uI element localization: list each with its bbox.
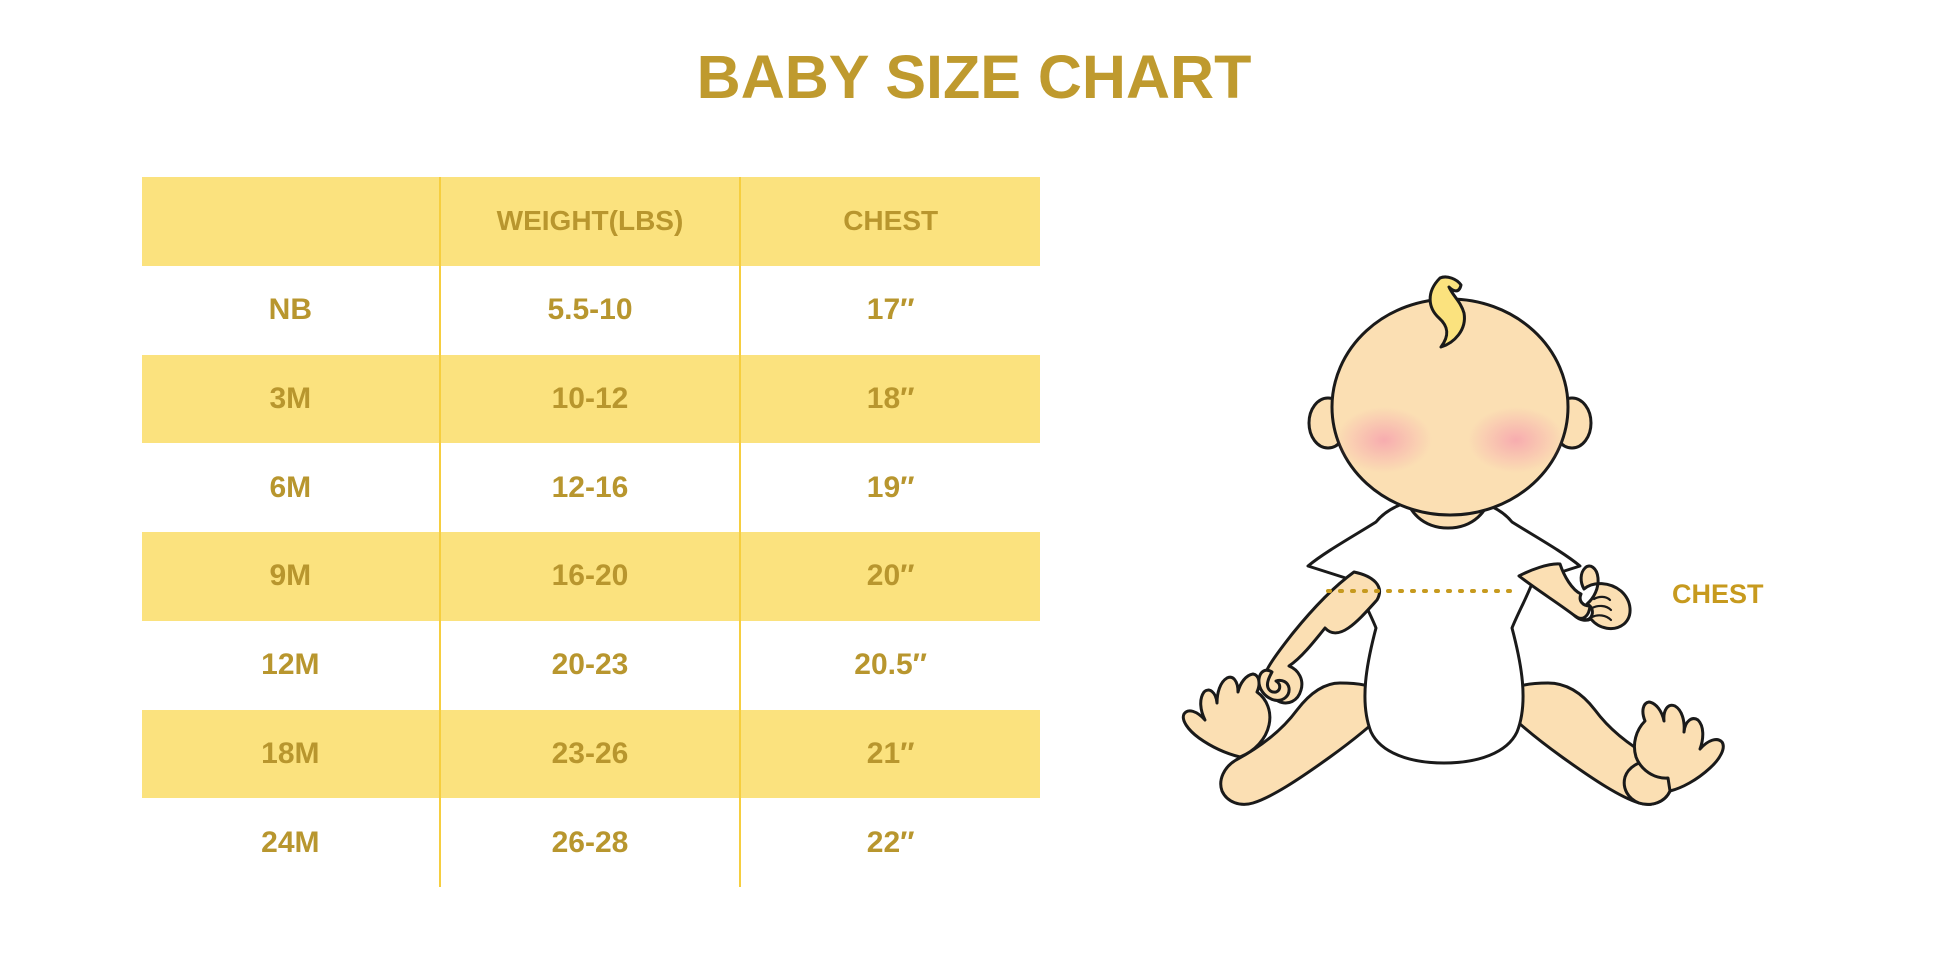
svg-text:CHEST: CHEST [1672, 579, 1764, 609]
